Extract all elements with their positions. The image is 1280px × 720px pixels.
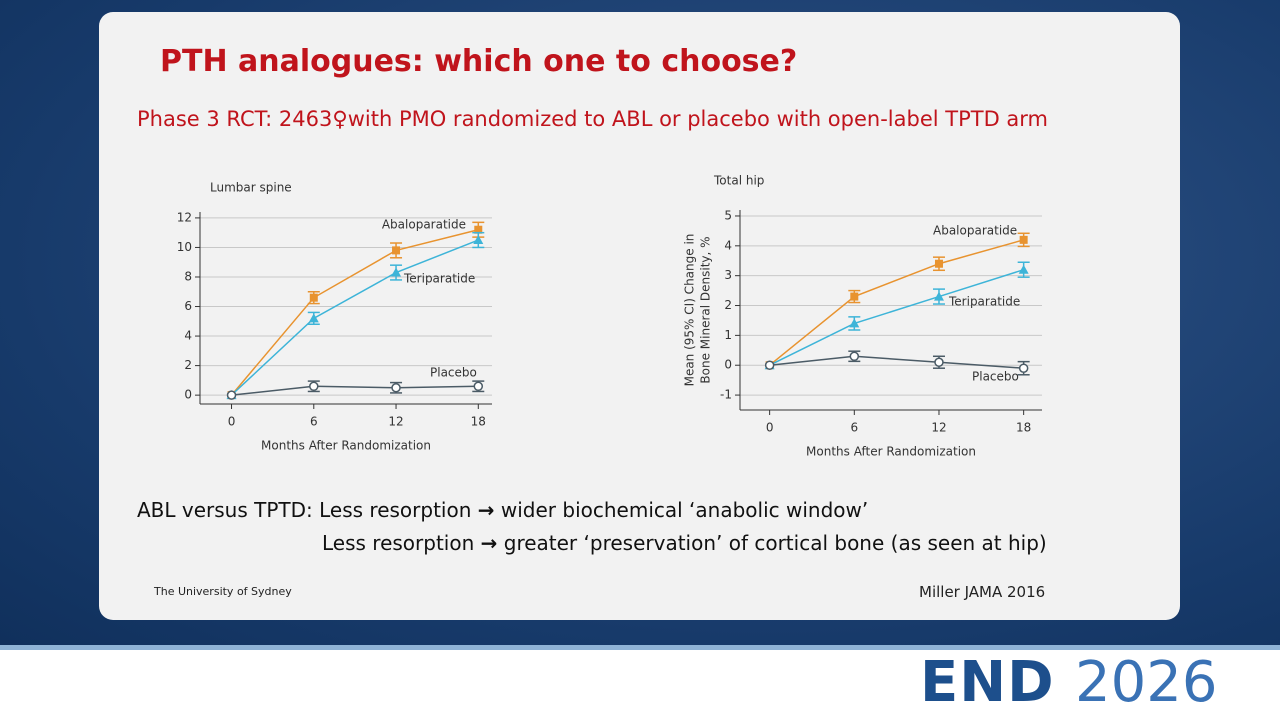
y-tick-label: 2 [724, 298, 732, 312]
marker [392, 246, 401, 255]
y-tick-label: 6 [184, 299, 192, 313]
slide-title: PTH analogues: which one to choose? [160, 44, 798, 79]
x-tick-label: 12 [931, 421, 946, 435]
x-tick-label: 6 [310, 415, 318, 429]
x-tick-label: 18 [1016, 421, 1031, 435]
series-line [769, 268, 1024, 366]
y-axis-label: Mean (95% CI) Change in [683, 234, 697, 387]
series-line [230, 228, 479, 396]
series-label: Abaloparatide [382, 218, 466, 232]
divider [0, 645, 1280, 650]
y-tick-label: 1 [724, 328, 732, 342]
x-tick-label: 0 [766, 421, 774, 435]
marker [226, 390, 237, 400]
series-label: Placebo [430, 366, 477, 380]
series-line [769, 239, 1024, 366]
logo-year: 2026 [1075, 650, 1218, 715]
y-tick-label: 8 [184, 269, 192, 283]
y-tick-label: 4 [184, 329, 192, 343]
series-line [231, 239, 479, 396]
y-tick-label: 12 [177, 210, 192, 224]
bullet: Less resorption → greater ‘preservation’… [322, 531, 1047, 555]
series-label: Placebo [972, 370, 1019, 384]
slide-card [99, 12, 1180, 620]
marker [308, 313, 319, 323]
x-axis-label: Months After Randomization [261, 439, 431, 453]
marker [1018, 363, 1029, 373]
logo-word: END [920, 650, 1055, 715]
series-label: Abaloparatide [933, 224, 1017, 238]
y-tick-label: 5 [724, 208, 732, 222]
x-tick-label: 0 [228, 415, 236, 429]
x-tick-label: 6 [850, 421, 858, 435]
marker [391, 267, 402, 277]
bullet-lead: Less resorption [322, 531, 475, 555]
marker [474, 225, 483, 234]
marker [933, 291, 944, 301]
marker [849, 351, 860, 362]
bullet-rest: wider biochemical ‘anabolic window’ [500, 498, 869, 522]
y-tick-label: 10 [177, 240, 192, 254]
x-tick-label: 12 [388, 415, 403, 429]
y-tick-label: 0 [184, 388, 192, 402]
x-tick-label: 18 [471, 415, 486, 429]
series-line [231, 385, 479, 396]
y-axis-label: Bone Mineral Density, % [699, 236, 713, 383]
marker [309, 293, 318, 302]
marker [934, 357, 944, 367]
arrow: → [477, 498, 495, 522]
x-axis-label: Months After Randomization [806, 445, 976, 459]
y-tick-label: 0 [724, 358, 732, 372]
marker [850, 292, 859, 301]
bullet-rest: greater ‘preservation’ of cortical bone … [503, 531, 1047, 555]
marker [391, 383, 401, 393]
footer-right: Miller JAMA 2016 [919, 583, 1046, 601]
marker [309, 381, 319, 392]
bullet-lead: ABL versus TPTD: Less resorption [137, 498, 472, 522]
marker [849, 318, 860, 328]
bullet: ABL versus TPTD: Less resorption → wider… [137, 498, 868, 522]
y-tick-label: -1 [720, 388, 732, 402]
chart-title: Lumbar spine [210, 181, 292, 195]
marker [764, 360, 775, 370]
marker [473, 381, 484, 392]
series-line [769, 355, 1024, 369]
slide-subtitle: Phase 3 RCT: 2463♀with PMO randomized to… [137, 107, 1049, 131]
marker [934, 259, 943, 268]
y-tick-label: 2 [184, 358, 192, 372]
marker [1019, 235, 1028, 244]
y-tick-label: 3 [724, 268, 732, 282]
chart-title: Total hip [713, 174, 764, 188]
series-label: Teriparatide [948, 295, 1020, 309]
marker [473, 235, 484, 245]
marker [1018, 264, 1029, 274]
footer-left: The University of Sydney [154, 585, 292, 598]
y-tick-label: 4 [724, 238, 732, 252]
arrow: → [480, 531, 498, 555]
series-label: Teriparatide [403, 272, 475, 286]
